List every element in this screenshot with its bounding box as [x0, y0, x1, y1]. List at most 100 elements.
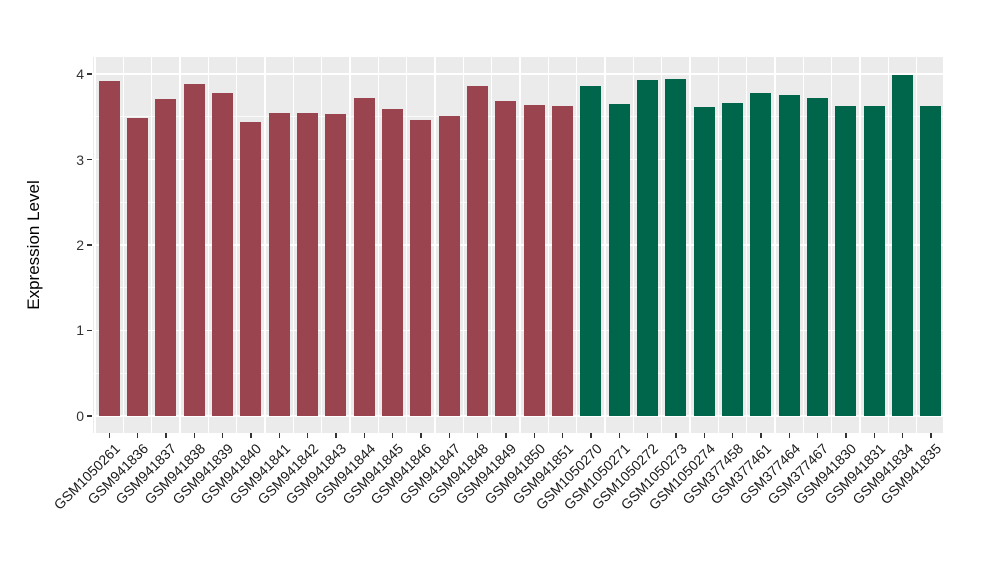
- gridline-major: [93, 73, 943, 75]
- x-tick-mark: [250, 433, 252, 438]
- gridline-vertical: [859, 57, 861, 433]
- x-tick-mark: [901, 433, 904, 438]
- x-tick-mark: [136, 433, 139, 438]
- bar: [438, 115, 460, 416]
- x-tick-mark: [930, 433, 932, 438]
- bar: [835, 105, 857, 416]
- bar: [693, 106, 715, 416]
- gridline-vertical: [264, 57, 266, 433]
- bar: [382, 109, 404, 416]
- gridline-vertical: [689, 57, 691, 433]
- x-tick-mark: [476, 433, 479, 438]
- gridline-vertical: [519, 57, 521, 433]
- gridline-vertical: [661, 57, 663, 433]
- x-tick-mark: [760, 433, 762, 438]
- x-tick-mark: [675, 433, 677, 438]
- gridline-vertical: [179, 57, 181, 433]
- gridline-major: [93, 158, 943, 161]
- gridline-vertical: [491, 57, 493, 433]
- x-tick-mark: [505, 433, 507, 438]
- y-tick-label: 4: [76, 66, 84, 83]
- x-tick-mark: [646, 433, 649, 438]
- bar: [297, 112, 319, 416]
- x-tick-mark: [420, 433, 422, 438]
- x-tick-mark: [816, 433, 819, 438]
- gridline-vertical: [377, 57, 380, 433]
- y-axis-title: Expression Level: [24, 180, 43, 310]
- y-tick-mark: [87, 158, 92, 161]
- bar: [183, 84, 205, 416]
- gridline-major: [93, 415, 943, 417]
- plot-panel: [93, 57, 943, 433]
- x-tick-mark: [873, 433, 876, 438]
- bar: [127, 117, 149, 416]
- y-tick-label: 3: [76, 151, 84, 168]
- gridline-vertical: [122, 57, 125, 433]
- gridline-vertical: [632, 57, 635, 433]
- bar: [807, 98, 829, 416]
- gridline-vertical: [604, 57, 606, 433]
- gridline-vertical: [831, 57, 833, 433]
- y-tick-mark: [87, 329, 92, 332]
- y-tick-label: 0: [76, 407, 84, 424]
- bar: [467, 86, 489, 416]
- bar: [920, 105, 942, 416]
- y-tick-mark: [87, 415, 92, 417]
- bar: [495, 101, 517, 416]
- bar: [608, 104, 630, 416]
- gridline-vertical: [547, 57, 550, 433]
- gridline-vertical: [321, 57, 323, 433]
- gridline-vertical: [576, 57, 578, 433]
- bar: [580, 86, 602, 416]
- gridline-vertical: [916, 57, 918, 433]
- bar: [722, 103, 744, 416]
- bar: [863, 105, 885, 416]
- x-tick-mark: [193, 433, 196, 438]
- x-tick-mark: [448, 433, 451, 438]
- bar: [212, 92, 234, 416]
- bar: [353, 98, 375, 416]
- gridline-vertical: [406, 57, 408, 433]
- gridline-major: [93, 244, 943, 246]
- x-tick-mark: [845, 433, 847, 438]
- bar: [637, 80, 659, 416]
- bar: [552, 105, 574, 416]
- gridline-major: [93, 329, 943, 332]
- x-tick-mark: [788, 433, 791, 438]
- x-tick-mark: [363, 433, 366, 438]
- x-tick-mark: [221, 433, 224, 438]
- x-tick-mark: [108, 433, 111, 438]
- gridline-vertical: [802, 57, 805, 433]
- x-tick-mark: [703, 433, 706, 438]
- x-tick-mark: [618, 433, 621, 438]
- gridline-minor: [93, 372, 943, 374]
- bar: [410, 120, 432, 416]
- bar: [98, 80, 120, 416]
- gridline-minor: [93, 201, 943, 203]
- y-tick-label: 1: [76, 322, 84, 339]
- gridline-vertical: [236, 57, 238, 433]
- y-tick-mark: [87, 73, 92, 75]
- gridline-vertical: [349, 57, 351, 433]
- bar: [240, 121, 262, 416]
- bar: [523, 104, 545, 416]
- x-tick-mark: [278, 433, 281, 438]
- bar: [778, 94, 800, 416]
- gridline-vertical: [292, 57, 295, 433]
- gridline-vertical: [207, 57, 210, 433]
- x-tick-mark: [731, 433, 734, 438]
- bar: [892, 74, 914, 416]
- x-tick-mark: [165, 433, 167, 438]
- x-tick-mark: [335, 433, 337, 438]
- gridline-vertical: [887, 57, 890, 433]
- x-tick-mark: [590, 433, 592, 438]
- gridline-vertical: [462, 57, 465, 433]
- bar: [268, 113, 290, 416]
- x-tick-mark: [533, 433, 536, 438]
- gridline-minor: [93, 287, 943, 289]
- y-tick-label: 2: [76, 237, 84, 253]
- bar: [155, 98, 177, 416]
- y-tick-mark: [87, 244, 92, 246]
- gridline-vertical: [151, 57, 153, 433]
